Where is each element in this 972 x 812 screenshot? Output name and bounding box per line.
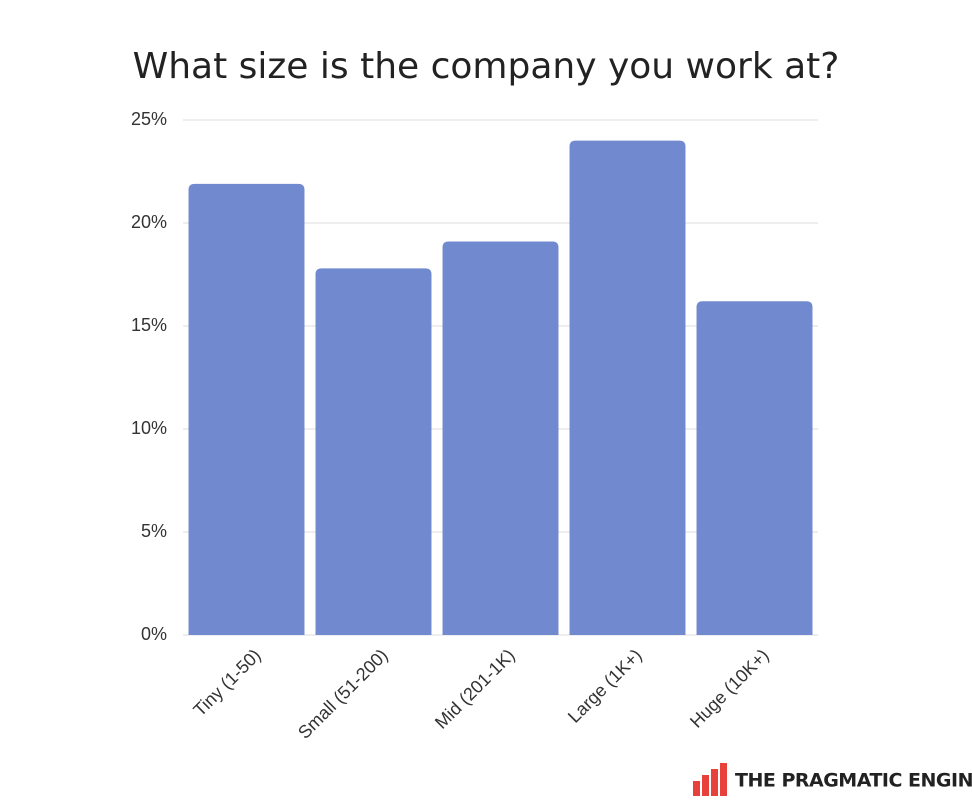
x-tick-label: Large (1K+): [564, 645, 646, 727]
x-tick-label: Mid (201-1K): [431, 645, 519, 733]
bar: [442, 241, 559, 636]
y-tick-label: 20%: [131, 212, 167, 232]
y-tick-label: 15%: [131, 315, 167, 335]
y-tick-label: 10%: [131, 418, 167, 438]
x-tick-label: Small (51-200): [294, 645, 392, 743]
logo-bar: [693, 781, 700, 796]
bar: [696, 301, 813, 635]
bar: [569, 140, 686, 635]
brand-text: THE PRAGMATIC ENGINEER: [735, 770, 972, 792]
bar: [188, 183, 305, 636]
x-tick-label: Tiny (1-50): [189, 645, 264, 720]
chart-title: What size is the company you work at?: [133, 46, 840, 87]
brand-logo: [693, 763, 727, 796]
logo-bar: [720, 763, 727, 796]
logo-bar: [711, 769, 718, 796]
y-tick-label: 25%: [131, 109, 167, 129]
logo-bar: [702, 775, 709, 796]
bar: [315, 268, 432, 635]
y-tick-label: 5%: [141, 521, 167, 541]
x-tick-label: Huge (10K+): [686, 645, 773, 732]
y-tick-label: 0%: [141, 624, 167, 644]
